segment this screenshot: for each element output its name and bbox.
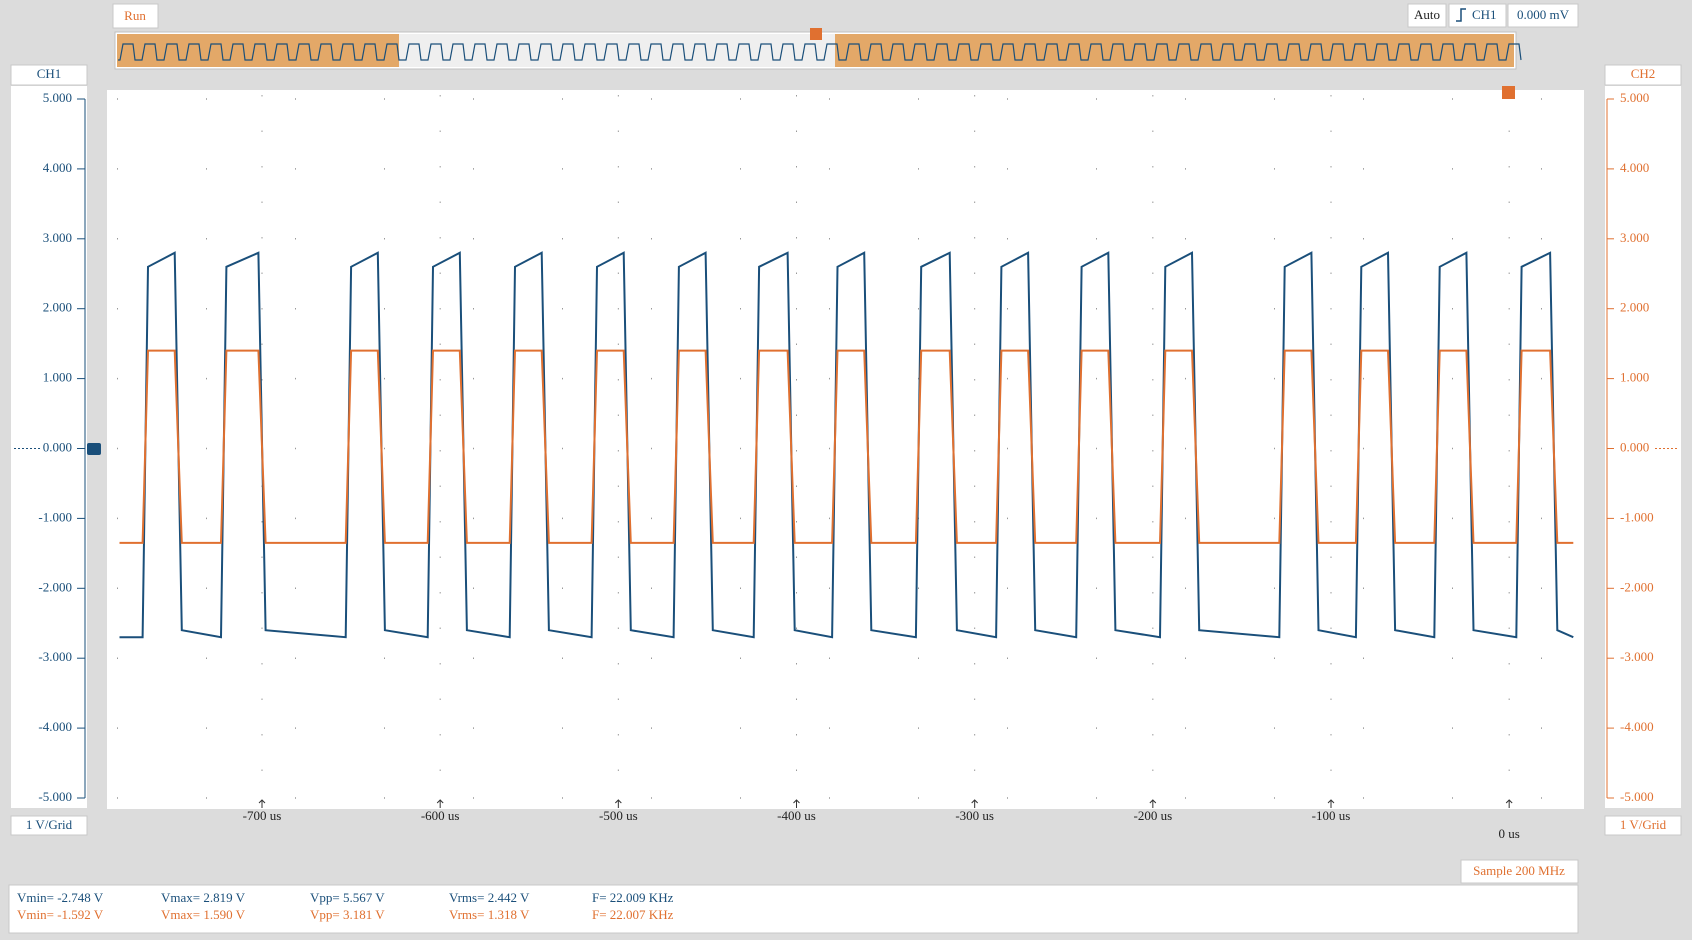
y-tick-label: 1.000	[43, 370, 72, 385]
y-tick-label: -2.000	[38, 579, 72, 594]
measurement: Vrms= 2.442 V	[449, 890, 530, 905]
trigger-level-box	[1507, 3, 1579, 28]
trigger-position-marker	[1502, 86, 1515, 99]
measurement: Vpp= 5.567 V	[310, 890, 385, 905]
left-axis-panel	[11, 86, 87, 808]
overview-window	[399, 34, 835, 67]
x-tick	[258, 799, 266, 808]
plot-area	[107, 90, 1584, 809]
trigger-marker	[810, 28, 822, 40]
y-tick-label: 5.000	[43, 90, 72, 105]
y-tick-label: -5.000	[38, 789, 72, 804]
ch1-scale: 1 V/Grid	[26, 817, 73, 832]
y2-tick-label: -2.000	[1620, 579, 1654, 594]
x-tick	[1327, 799, 1335, 808]
ch1-label[interactable]: CH1	[37, 66, 62, 81]
measurement: Vmax= 2.819 V	[161, 890, 246, 905]
x-tick-label: -600 us	[421, 808, 460, 823]
right-axis-panel	[1605, 86, 1681, 808]
sample-box	[1460, 859, 1579, 884]
y-tick-label: -1.000	[38, 509, 72, 524]
overview-region	[835, 34, 1514, 67]
trace	[119, 349, 1574, 544]
measurement: Vrms= 1.318 V	[449, 907, 530, 922]
measurements-panel	[8, 884, 1579, 934]
x-tick	[1149, 799, 1157, 808]
y2-tick-label: 0.000	[1620, 439, 1649, 454]
y2-tick-label: -4.000	[1620, 719, 1654, 734]
sample-rate: Sample 200 MHz	[1473, 863, 1565, 878]
measurement: Vmin= -1.592 V	[17, 907, 104, 922]
trigger-edge-icon	[1456, 8, 1466, 22]
x-tick	[614, 799, 622, 808]
y-tick-label: 3.000	[43, 230, 72, 245]
y2-tick-label: 5.000	[1620, 90, 1649, 105]
y-tick-label: -3.000	[38, 649, 72, 664]
y2-tick-label: -3.000	[1620, 649, 1654, 664]
x-tick-label: -100 us	[1312, 808, 1351, 823]
measurement: Vmin= -2.748 V	[17, 890, 104, 905]
y2-tick-label: -5.000	[1620, 789, 1654, 804]
y2-tick-label: 4.000	[1620, 160, 1649, 175]
y-tick-label: 0.000	[43, 439, 72, 454]
ch2-scale: 1 V/Grid	[1620, 817, 1667, 832]
measurement: Vpp= 3.181 V	[310, 907, 385, 922]
y2-tick-label: 2.000	[1620, 300, 1649, 315]
x-tick-label: -400 us	[777, 808, 816, 823]
trigger-mode[interactable]: Auto	[1414, 7, 1440, 22]
status-box	[112, 3, 159, 29]
trigger-level[interactable]: 0.000 mV	[1517, 7, 1570, 22]
overview-trace	[118, 43, 1522, 61]
y2-tick-label: -1.000	[1620, 509, 1654, 524]
measurement: F= 22.007 KHz	[592, 907, 674, 922]
ch2-label[interactable]: CH2	[1631, 66, 1656, 81]
scale-box	[10, 815, 88, 836]
x-tick	[793, 799, 800, 808]
x-tick	[1505, 799, 1513, 808]
y2-tick-label: 3.000	[1620, 230, 1649, 245]
y2-tick-label: 1.000	[1620, 370, 1649, 385]
measurement: Vmax= 1.590 V	[161, 907, 246, 922]
status[interactable]: Run	[124, 8, 146, 23]
y-tick-label: 2.000	[43, 300, 72, 315]
x-tick-label: -500 us	[599, 808, 638, 823]
x-tick	[436, 799, 444, 808]
y-tick-label: -4.000	[38, 719, 72, 734]
x-tick-label: -200 us	[1134, 808, 1173, 823]
ch1-header	[10, 64, 88, 86]
ch2-header	[1604, 64, 1682, 86]
y-tick-label: 4.000	[43, 160, 72, 175]
x-tick	[971, 799, 979, 808]
trigger-mode-box	[1407, 3, 1447, 28]
scale-box	[1604, 815, 1682, 836]
ch1-ground-marker[interactable]	[87, 443, 101, 455]
overview-region	[117, 34, 399, 67]
trigger-source[interactable]: CH1	[1472, 7, 1497, 22]
x-tick-label: -300 us	[955, 808, 994, 823]
x-tick-label: 0 us	[1499, 826, 1520, 841]
measurement: F= 22.009 KHz	[592, 890, 674, 905]
x-tick-label: -700 us	[243, 808, 282, 823]
